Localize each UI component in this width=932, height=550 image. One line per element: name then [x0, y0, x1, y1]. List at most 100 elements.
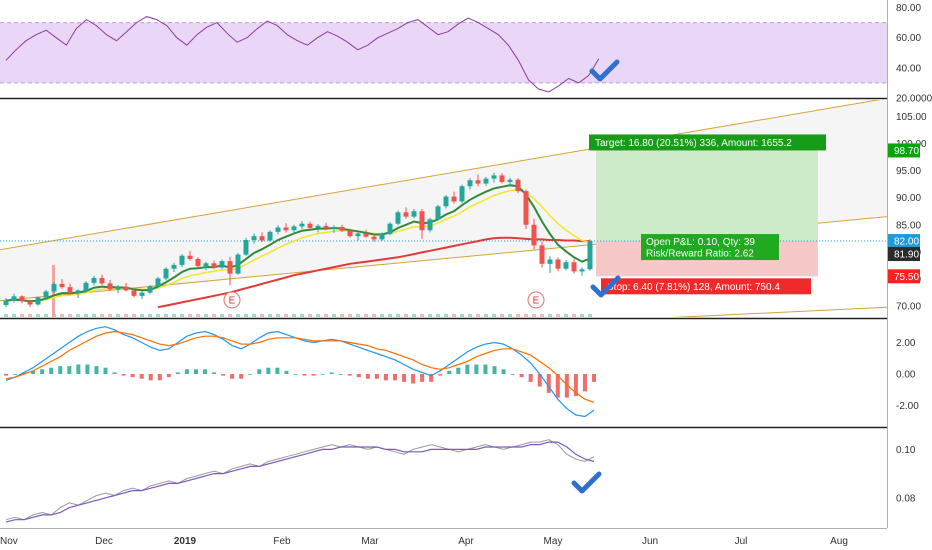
macd-histogram-bar — [257, 369, 262, 374]
volume-bar — [204, 314, 208, 317]
candle-body — [499, 175, 505, 182]
earnings-marker — [223, 291, 241, 309]
macd-histogram-bar — [31, 370, 36, 374]
macd-histogram-bar — [356, 374, 361, 378]
price-tag-label: 98.70 — [894, 146, 919, 157]
volume-bar — [84, 314, 88, 317]
stop-label: Stop: 6.40 (7.81%) 128, Amount: 750.4 — [607, 282, 780, 293]
time-axis[interactable]: Nov Dec 2019 Feb Mar Apr May Jun Jul Aug — [0, 536, 848, 547]
macd-histogram-bar — [573, 374, 578, 397]
volume-bar — [492, 314, 496, 317]
volume-bar — [36, 314, 40, 317]
channel-base-line — [671, 306, 887, 317]
candle-body — [235, 254, 241, 274]
volume-bar — [340, 314, 344, 317]
candle-body — [163, 268, 169, 279]
rsi-tick-label: 20.0000 — [896, 94, 932, 105]
price-tick-label: 90.00 — [896, 193, 921, 204]
volume-bar — [396, 314, 400, 317]
macd-panel[interactable]: 2.00 0.00 -2.00 — [4, 326, 919, 418]
macd-histogram-bar — [483, 364, 488, 374]
volume-bar — [484, 314, 488, 317]
candle-body — [403, 212, 409, 217]
volume-bar — [332, 314, 336, 317]
candle-body — [323, 225, 329, 229]
candle-body — [563, 262, 569, 269]
pnl-label-box — [641, 234, 779, 261]
candle-body — [171, 264, 177, 269]
volume-bar — [76, 314, 80, 317]
macd-histogram-bar — [239, 374, 244, 379]
price-tag-label: 81.90 — [894, 250, 919, 261]
volume-bar — [116, 314, 120, 317]
macd-histogram-bar — [13, 374, 18, 375]
macd-histogram-bar — [438, 374, 443, 376]
volume-bar — [244, 314, 248, 317]
macd-histogram-bar — [148, 374, 153, 381]
macd-histogram-bar — [447, 370, 452, 374]
candle-body — [371, 236, 377, 240]
candle-body — [187, 255, 193, 259]
macd-histogram-bar — [166, 374, 171, 378]
macd-histogram-bar — [338, 374, 343, 375]
candle-body — [331, 226, 337, 229]
pnl-label: Open P&L: 0.10, Qty: 39 — [646, 237, 755, 248]
candle-body — [19, 296, 25, 302]
candle-body — [107, 283, 113, 290]
macd-histogram-bar — [293, 374, 298, 375]
macd-histogram-bar — [193, 369, 198, 374]
volume-bar — [436, 314, 440, 317]
candle-body — [203, 263, 209, 267]
volume-bar — [380, 314, 384, 317]
price-tag-label: 75.50 — [894, 272, 919, 283]
volume-bar — [188, 314, 192, 317]
volume-bar — [468, 314, 472, 317]
candle-body — [523, 191, 529, 225]
rsi-panel[interactable]: 80.00 60.00 40.00 20.0000 — [0, 3, 932, 105]
candle-body — [451, 196, 457, 202]
volume-bar — [164, 314, 168, 317]
ratio-panel[interactable]: 0.10 0.08 — [5, 439, 916, 523]
macd-signal-line — [5, 330, 595, 403]
candle-body — [219, 261, 225, 268]
volume-bar — [516, 314, 520, 317]
candle-body — [243, 239, 249, 255]
candle-body — [579, 269, 585, 272]
candle-body — [539, 245, 545, 264]
macd-histogram-bar — [139, 374, 144, 379]
macd-histogram-bar — [546, 374, 551, 393]
macd-histogram-bar — [302, 374, 307, 376]
candle-body — [11, 296, 17, 301]
price-tick-label: 70.00 — [896, 302, 921, 313]
macd-histogram-bar — [184, 369, 189, 374]
candle-body — [275, 227, 281, 232]
price-panel[interactable]: E E Target: 16.80 (20.51%) 336, Amount: 16… — [0, 98, 927, 349]
macd-histogram-bar — [76, 364, 81, 374]
macd-histogram-bar — [374, 374, 379, 379]
candle-body — [387, 223, 393, 234]
candle-body — [227, 261, 233, 274]
candle-body — [131, 290, 137, 296]
volume-bar — [444, 314, 448, 317]
macd-histogram-bar — [112, 372, 117, 374]
earnings-marker — [527, 291, 545, 309]
macd-histogram-bar — [429, 374, 434, 382]
macd-histogram-bar — [175, 372, 180, 374]
macd-histogram-bar — [103, 367, 108, 374]
candle-body — [139, 292, 145, 296]
macd-histogram-bar — [311, 374, 316, 376]
ratio-tick-label: 0.10 — [896, 445, 916, 456]
candle-body — [355, 233, 361, 237]
candle-body — [427, 219, 433, 231]
candle-body — [315, 225, 321, 229]
earnings-marker-label: E — [533, 296, 540, 307]
checkmark-icon — [590, 275, 621, 298]
volume-bar — [228, 314, 232, 317]
candle-body — [339, 226, 345, 231]
volume-bar — [500, 314, 504, 317]
rsi-band — [0, 22, 887, 83]
volume-bar — [252, 314, 256, 317]
candle-body — [547, 259, 553, 264]
candle-body — [531, 224, 537, 246]
checkmark-icon — [589, 59, 620, 82]
